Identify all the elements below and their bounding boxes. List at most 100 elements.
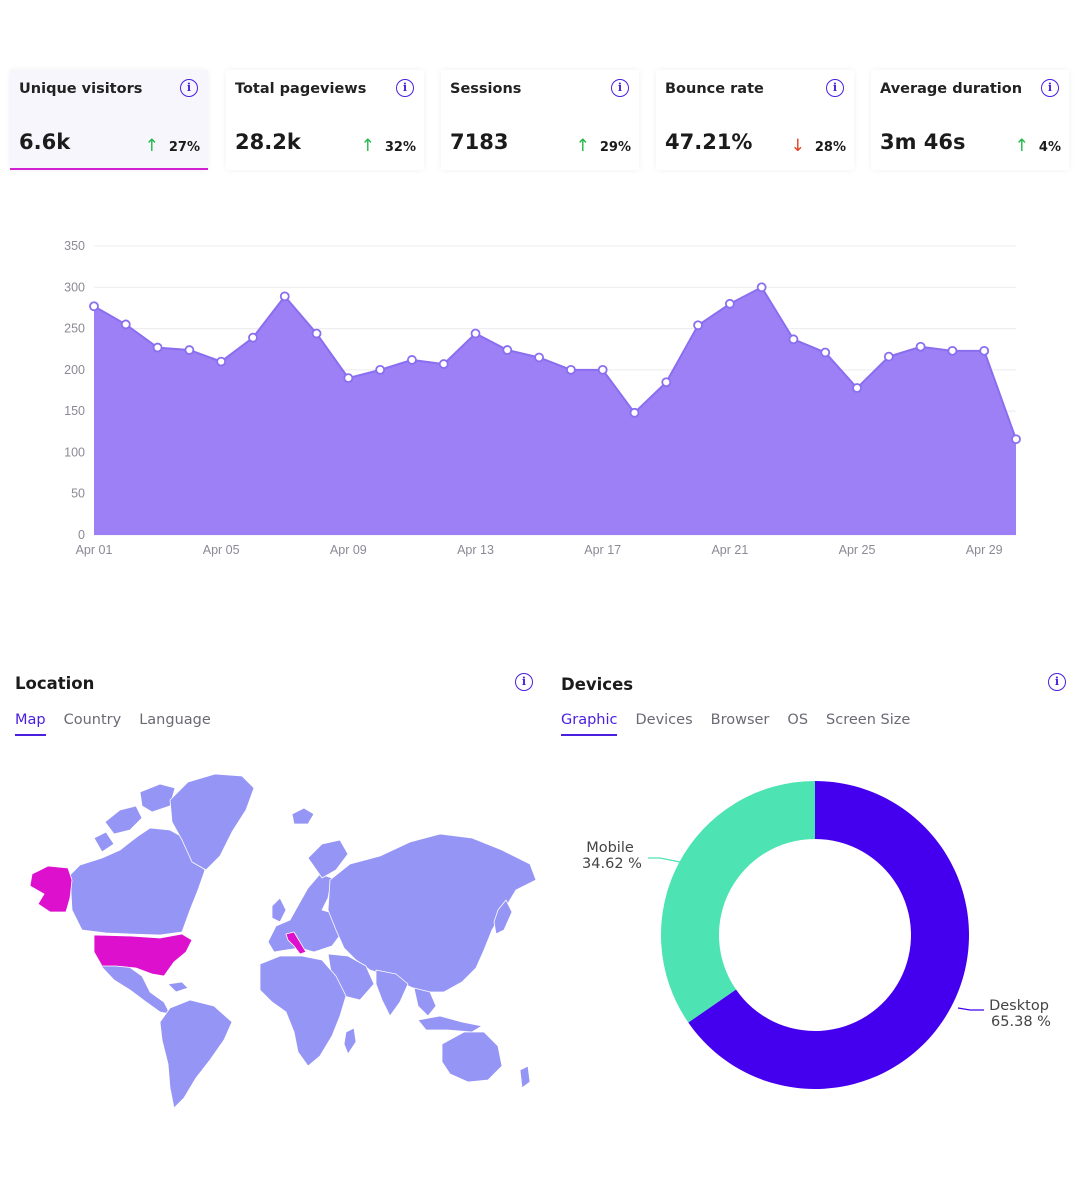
mobile-name-label: Mobile [586,840,634,856]
tab-os[interactable]: OS [787,712,809,728]
tab-browser[interactable]: Browser [710,712,770,728]
tab-screen-size[interactable]: Screen Size [826,712,911,728]
data-point[interactable] [597,364,608,375]
arrow-up-icon: ↑ [360,136,375,156]
data-point[interactable] [152,342,163,353]
map-region-caribbean[interactable] [167,981,189,993]
data-point[interactable] [947,345,958,356]
map-region-arctic-islands[interactable] [139,783,176,813]
y-tick-label: 50 [71,487,85,501]
donut-slice-desktop[interactable] [688,781,969,1089]
data-point[interactable] [248,332,258,343]
map-region-new-zealand[interactable] [519,1065,531,1089]
info-icon[interactable]: i [611,79,629,97]
data-point[interactable] [502,345,513,355]
data-point[interactable] [120,319,131,330]
tab-country[interactable]: Country [63,712,122,728]
data-point[interactable] [693,320,703,331]
data-point[interactable] [407,355,417,365]
data-point[interactable] [820,347,831,358]
map-region-british-isles[interactable] [271,897,287,923]
arrow-up-icon: ↑ [575,136,590,156]
data-point[interactable] [375,364,386,375]
data-point[interactable] [184,345,195,355]
data-point[interactable] [661,377,672,388]
map-region-indonesia[interactable] [417,1015,483,1033]
x-tick-label: Apr 13 [457,543,494,557]
kpi-card-unique-visitors[interactable]: Unique visitors i 6.6k ↑ 27% [10,70,208,170]
kpi-value: 3m 46s [880,130,966,154]
tab-graphic[interactable]: Graphic [561,712,618,736]
info-icon[interactable]: i [1041,79,1059,97]
devices-donut-chart: Mobile 34.62 % Desktop 65.38 % [582,781,1051,1089]
tab-map[interactable]: Map [15,712,46,736]
data-point[interactable] [438,359,449,369]
map-region-united-states[interactable] [93,933,193,977]
data-point[interactable] [470,328,481,339]
y-tick-label: 100 [64,445,85,459]
data-point[interactable] [979,345,990,356]
kpi-value: 7183 [450,130,509,154]
data-point[interactable] [788,334,799,345]
devices-title: Devices [561,675,634,694]
map-region-iceland[interactable] [291,807,315,825]
visitors-area-chart: 0 50 100 150 200 250 300 350 Apr 01 Apr 05 Apr 09 A… [64,239,1021,557]
map-region-scandinavia[interactable] [307,839,349,879]
map-region-southeast-asia[interactable] [413,987,437,1017]
info-icon[interactable]: i [396,79,414,97]
kpi-label: Total pageviews [235,81,367,97]
map-region-japan[interactable] [493,899,513,935]
data-point[interactable] [852,383,862,393]
kpi-change: ↓ 28% [790,136,846,156]
map-region-arctic-islands[interactable] [104,805,143,835]
tab-devices[interactable]: Devices [635,712,693,728]
desktop-percent-label: 65.38 % [991,1014,1051,1030]
data-point[interactable] [565,364,576,375]
data-point[interactable] [629,407,640,418]
kpi-value: 6.6k [19,130,71,154]
data-point[interactable] [534,352,545,363]
data-point[interactable] [279,291,290,302]
map-region-canada[interactable] [69,827,206,936]
donut-slice-mobile[interactable] [661,781,815,1023]
info-icon[interactable]: i [515,673,533,691]
kpi-label: Bounce rate [665,81,764,97]
mobile-percent-label: 34.62 % [582,856,642,872]
data-point[interactable] [756,282,767,293]
kpi-value: 28.2k [235,130,301,154]
x-tick-label: Apr 09 [330,543,367,557]
map-region-italy[interactable] [285,931,307,955]
desktop-leader-line [957,1007,984,1011]
data-point[interactable] [724,298,735,309]
x-tick-label: Apr 21 [711,543,748,557]
map-region-greenland[interactable] [169,773,255,871]
world-map[interactable] [10,770,540,1115]
data-point[interactable] [89,301,99,312]
info-icon[interactable]: i [1048,673,1066,691]
map-region-europe[interactable] [267,873,345,953]
location-title: Location [15,674,95,693]
map-region-africa[interactable] [259,955,347,1067]
data-point[interactable] [1011,434,1021,445]
kpi-card-total-pageviews[interactable]: Total pageviews i 28.2k ↑ 32% [226,70,424,170]
kpi-card-average-duration[interactable]: Average duration i 3m 46s ↑ 4% [871,70,1069,170]
data-point[interactable] [216,356,227,367]
map-region-india[interactable] [375,969,409,1017]
info-icon[interactable]: i [180,79,198,97]
y-tick-label: 300 [64,280,85,294]
kpi-card-sessions[interactable]: Sessions i 7183 ↑ 29% [441,70,639,170]
kpi-card-bounce-rate[interactable]: Bounce rate i 47.21% ↓ 28% [656,70,854,170]
map-region-arctic-islands[interactable] [93,831,115,853]
kpi-change: ↑ 32% [360,136,416,156]
data-point[interactable] [311,328,322,339]
map-region-madagascar[interactable] [343,1027,357,1055]
data-point[interactable] [915,341,926,352]
map-region-south-america[interactable] [159,999,233,1109]
data-point[interactable] [883,351,894,362]
kpi-value: 47.21% [665,130,753,154]
map-region-australia[interactable] [441,1031,503,1083]
info-icon[interactable]: i [826,79,844,97]
map-region-alaska[interactable] [29,865,73,913]
tab-language[interactable]: Language [139,712,211,728]
data-point[interactable] [343,373,354,384]
